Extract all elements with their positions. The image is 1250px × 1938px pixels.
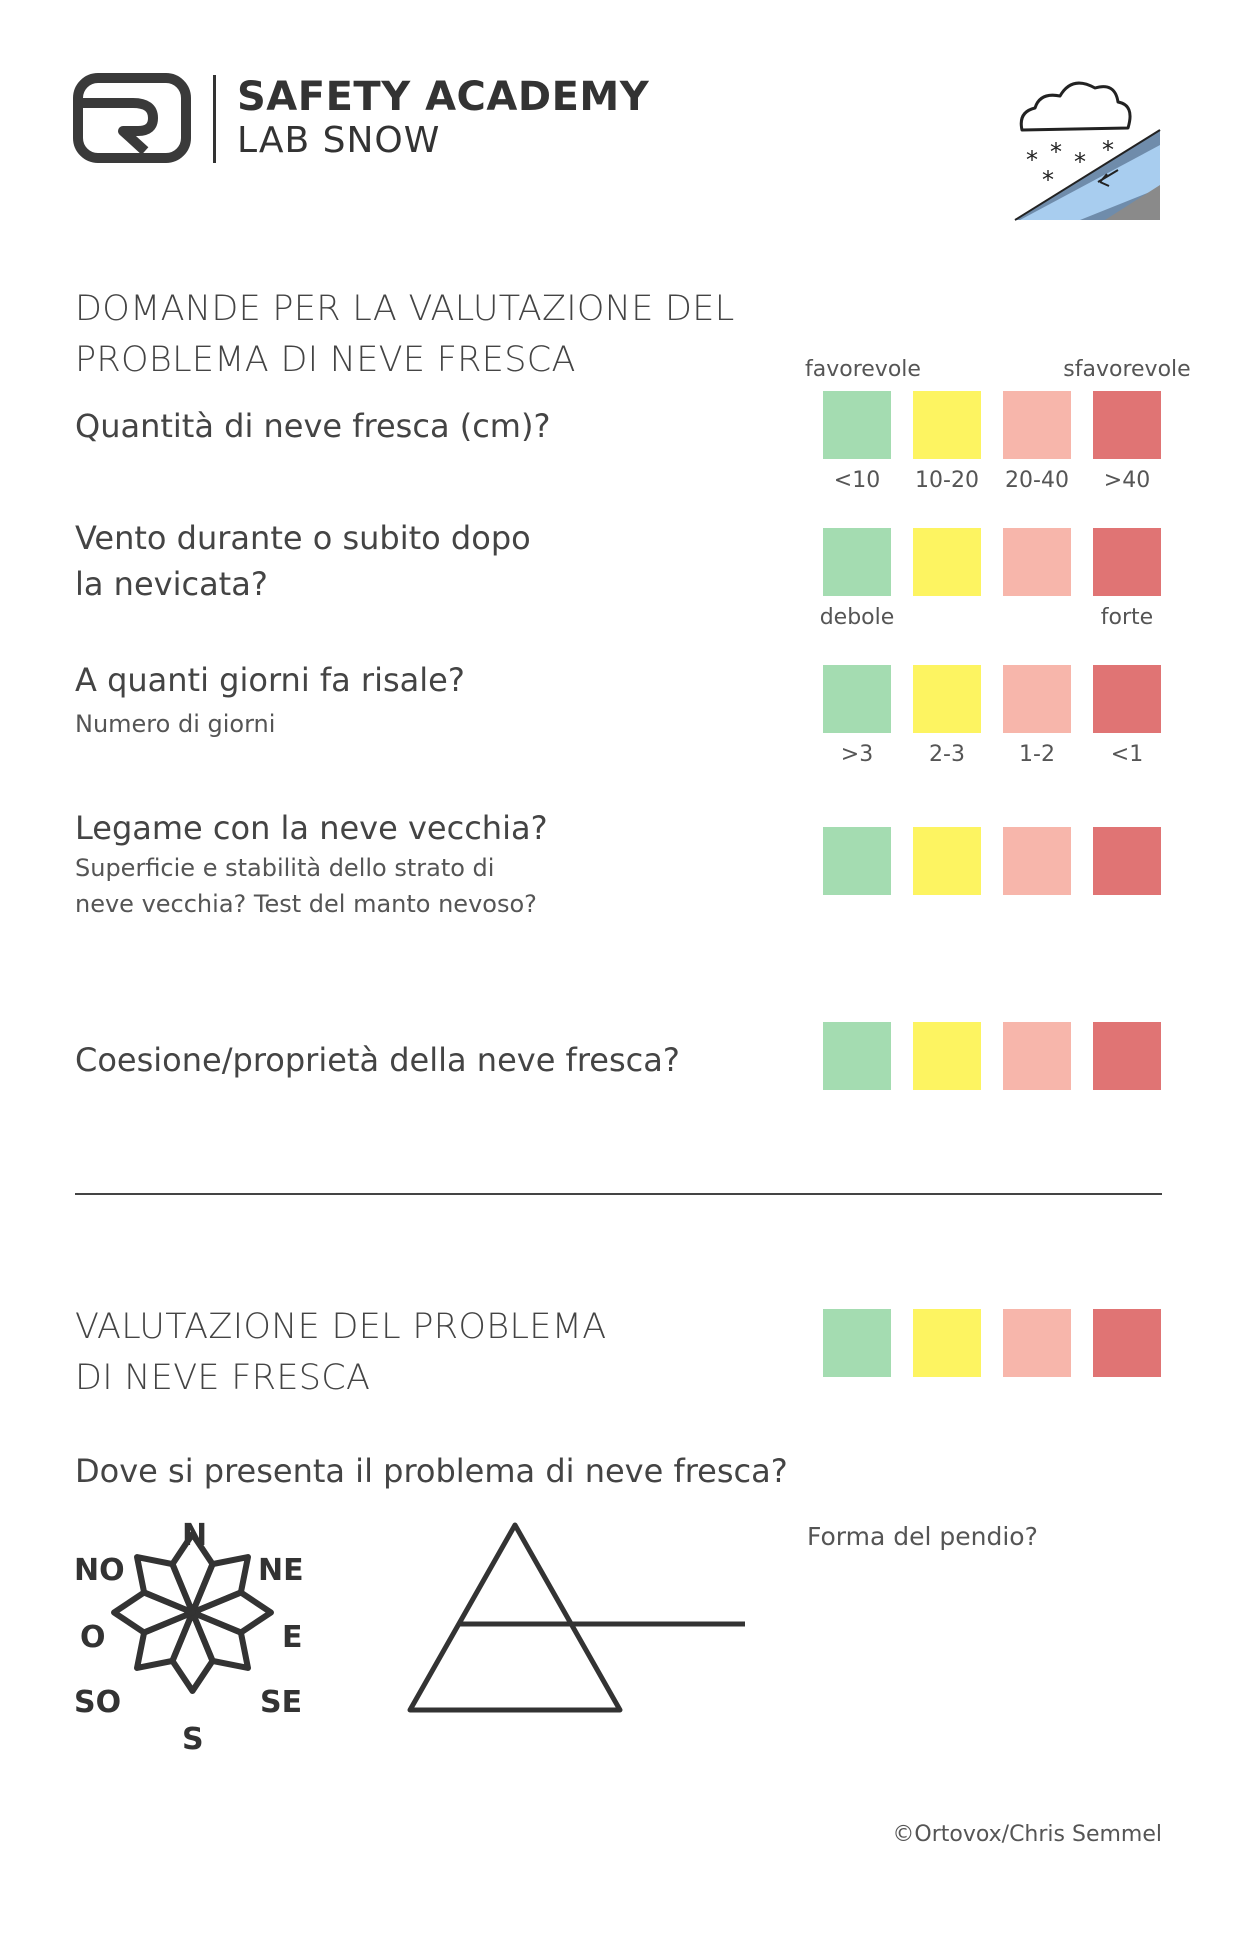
question-wind-line1: Vento durante o subito dopo <box>75 519 531 557</box>
svg-text:*: * <box>1074 148 1086 176</box>
altitude-triangle-icon[interactable] <box>405 1520 750 1715</box>
main-heading: DOMANDE PER LA VALUTAZIONE DEL PROBLEMA … <box>75 284 735 386</box>
question-wind: Vento durante o subito dopo la nevicata? <box>75 515 531 607</box>
brand-subtitle: LAB SNOW <box>237 120 441 161</box>
scale-label: <10 <box>833 468 881 493</box>
main-heading-line2: PROBLEMA DI NEVE FRESCA <box>75 340 576 380</box>
compass-label-n: N <box>182 1518 208 1553</box>
rating-red[interactable] <box>1093 665 1161 733</box>
question-days-ago-subtitle: Numero di giorni <box>75 710 276 738</box>
compass-label-o: O <box>80 1620 106 1655</box>
rating-yellow[interactable] <box>913 528 981 596</box>
rating-green[interactable] <box>823 827 891 895</box>
rating-yellow[interactable] <box>913 665 981 733</box>
section-divider <box>75 1193 1162 1195</box>
question-cohesion: Coesione/proprietà della neve fresca? <box>75 1041 680 1079</box>
ortovox-logo-icon <box>73 73 191 163</box>
scale-label: <1 <box>1110 742 1144 767</box>
main-heading-line1: DOMANDE PER LA VALUTAZIONE DEL <box>75 289 735 329</box>
rating-salmon[interactable] <box>1003 827 1071 895</box>
rating-salmon[interactable] <box>1003 1309 1071 1377</box>
slope-shape-label: Forma del pendio? <box>807 1522 1038 1551</box>
compass-label-no: NO <box>74 1553 125 1588</box>
snowfall-slope-icon: * * * * * <box>1014 81 1161 221</box>
rating-yellow[interactable] <box>913 391 981 459</box>
brand-title: SAFETY ACADEMY <box>237 74 650 120</box>
scale-label: 20-40 <box>1005 468 1069 493</box>
rating-salmon[interactable] <box>1003 528 1071 596</box>
svg-text:*: * <box>1026 146 1038 174</box>
svg-text:*: * <box>1050 138 1062 166</box>
scale-label-weak: debole <box>819 605 895 630</box>
rating-yellow[interactable] <box>913 1022 981 1090</box>
question-old-snow-bond-subtitle: Superficie e stabilità dello strato di n… <box>75 850 537 922</box>
scale-label: >3 <box>840 742 874 767</box>
rating-red[interactable] <box>1093 391 1161 459</box>
rating-yellow[interactable] <box>913 827 981 895</box>
rating-green[interactable] <box>823 1022 891 1090</box>
where-question: Dove si presenta il problema di neve fre… <box>75 1452 788 1490</box>
rating-red[interactable] <box>1093 1309 1161 1377</box>
rating-yellow[interactable] <box>913 1309 981 1377</box>
assessment-heading: VALUTAZIONE DEL PROBLEMA DI NEVE FRESCA <box>75 1302 606 1404</box>
rating-green[interactable] <box>823 1309 891 1377</box>
compass-label-so: SO <box>74 1685 122 1720</box>
compass-label-ne: NE <box>258 1553 304 1588</box>
scale-label: 10-20 <box>915 468 979 493</box>
compass-label-e: E <box>282 1620 303 1655</box>
rating-red[interactable] <box>1093 827 1161 895</box>
rating-green[interactable] <box>823 665 891 733</box>
scale-label: 2-3 <box>929 742 965 767</box>
scale-label: >40 <box>1103 468 1151 493</box>
brand-divider <box>213 75 216 163</box>
rating-red[interactable] <box>1093 528 1161 596</box>
rating-green[interactable] <box>823 528 891 596</box>
subtitle-line2: neve vecchia? Test del manto nevoso? <box>75 890 537 918</box>
svg-text:*: * <box>1102 136 1114 164</box>
rating-salmon[interactable] <box>1003 1022 1071 1090</box>
scale-unfavorable-label: sfavorevole <box>1063 357 1191 382</box>
compass-label-s: S <box>182 1722 204 1757</box>
compass-rose-icon[interactable] <box>105 1525 280 1700</box>
subtitle-line1: Superficie e stabilità dello strato di <box>75 854 495 882</box>
credit: ©Ortovox/Chris Semmel <box>892 1822 1162 1847</box>
scale-label-strong: forte <box>1100 605 1154 630</box>
assessment-heading-line1: VALUTAZIONE DEL PROBLEMA <box>75 1307 607 1347</box>
question-snow-quantity: Quantità di neve fresca (cm)? <box>75 407 551 445</box>
rating-green[interactable] <box>823 391 891 459</box>
rating-salmon[interactable] <box>1003 391 1071 459</box>
question-old-snow-bond: Legame con la neve vecchia? <box>75 809 548 847</box>
question-wind-line2: la nevicata? <box>75 565 268 603</box>
assessment-heading-line2: DI NEVE FRESCA <box>75 1358 371 1398</box>
compass-label-se: SE <box>260 1685 303 1720</box>
rating-red[interactable] <box>1093 1022 1161 1090</box>
svg-text:*: * <box>1042 166 1054 194</box>
scale-favorable-label: favorevole <box>805 357 921 382</box>
question-days-ago: A quanti giorni fa risale? <box>75 661 465 699</box>
scale-label: 1-2 <box>1019 742 1055 767</box>
rating-salmon[interactable] <box>1003 665 1071 733</box>
